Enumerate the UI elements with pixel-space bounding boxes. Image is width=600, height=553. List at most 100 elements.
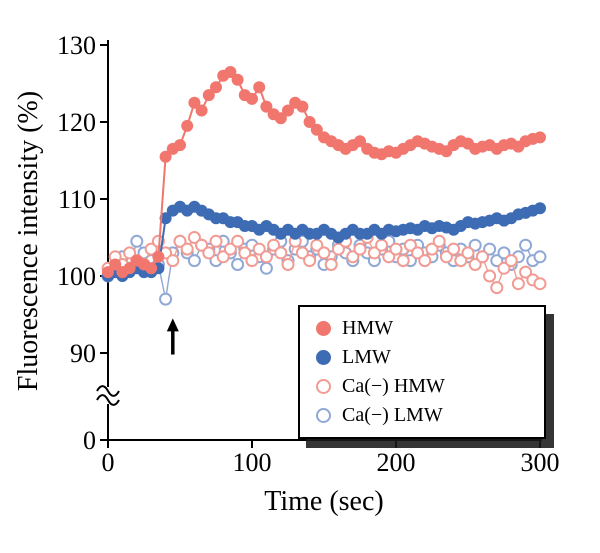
data-point [259,261,273,275]
legend-item-ca-hmw: Ca(−) HMW [316,374,528,399]
data-point [181,119,194,132]
data-point [130,234,144,248]
data-point [504,254,518,268]
data-point [439,250,453,264]
data-point [490,281,504,295]
data-point [497,261,511,275]
tick-label: 120 [57,108,96,137]
data-point [324,258,338,271]
legend-label: Ca(−) HMW [342,375,445,397]
tick-label: 0 [83,426,96,455]
data-point [173,234,187,248]
data-point [210,81,222,94]
data-point [281,258,295,271]
legend-item-ca-lmw: Ca(−) LMW [316,403,528,428]
data-point [534,131,546,144]
filled-circle-icon [316,350,331,365]
legend-item-hmw: HMW [316,316,528,341]
legend-label: Ca(−) LMW [342,404,443,426]
tick-label: 100 [57,262,96,291]
data-point [483,242,497,256]
legend-label: HMW [342,317,394,339]
data-point [447,242,461,256]
data-point [195,104,208,117]
data-point [354,135,366,148]
data-point [274,246,288,260]
data-point [187,254,201,268]
data-point [382,250,396,264]
data-point [223,242,237,256]
open-circle-icon [316,408,331,423]
data-point [159,212,172,225]
data-point [483,269,497,283]
tick-label: 200 [377,448,416,477]
data-point [253,81,266,94]
data-point [102,266,114,279]
legend-label: LMW [342,346,391,368]
data-point [231,258,245,271]
data-point [123,246,137,260]
data-point [411,246,425,260]
tick-label: 100 [233,448,272,477]
data-point [389,242,403,256]
data-point [188,96,201,109]
data-point [475,250,489,264]
data-point [274,112,287,125]
data-point [418,254,432,268]
tick-label: 130 [57,31,96,60]
series-hmw [102,66,546,279]
data-point [245,254,259,268]
data-point [267,238,281,252]
data-point [159,292,173,306]
y-axis-title: Fluorescence intensity (%) [13,90,44,392]
data-point [533,250,547,264]
axes [107,40,542,441]
x-axis-title: Time (sec) [264,486,384,517]
data-point [519,238,533,252]
data-point [159,150,172,163]
series-ca-lmw [101,234,547,306]
data-point [534,202,546,215]
legend-item-lmw: LMW [316,345,528,370]
data-point [331,242,345,256]
data-point [238,246,252,260]
data-point [468,258,482,271]
data-point [259,250,273,264]
filled-circle-icon [316,321,331,336]
data-point [252,242,266,256]
data-point [166,254,180,268]
ticks: 0 100 200 300 90 100 110 120 130 0 [57,31,560,477]
data-point [246,92,258,105]
data-point [317,246,331,260]
data-point [202,89,215,102]
data-point [454,254,468,268]
data-point [432,234,446,248]
data-point [123,262,136,275]
data-point [533,277,547,291]
tick-label: 0 [102,448,115,477]
data-point [367,246,381,260]
data-point [216,250,230,264]
data-point [295,246,309,260]
data-point [152,250,165,263]
data-point [310,123,323,136]
data-point [490,254,504,268]
data-point [403,238,417,252]
tick-label: 110 [58,185,96,214]
tick-label: 300 [521,448,560,477]
data-point [468,238,482,252]
data-point [497,246,511,260]
open-circle-icon [316,379,331,394]
data-point [353,242,367,256]
data-point [346,250,360,264]
data-point [209,234,223,248]
data-point [282,104,294,117]
data-point [231,73,244,86]
data-point [145,262,158,275]
data-point [202,246,216,260]
data-point [109,258,122,271]
legend: HMW LMW Ca(−) HMW Ca(−) LMW [298,305,546,439]
data-point [195,238,209,252]
